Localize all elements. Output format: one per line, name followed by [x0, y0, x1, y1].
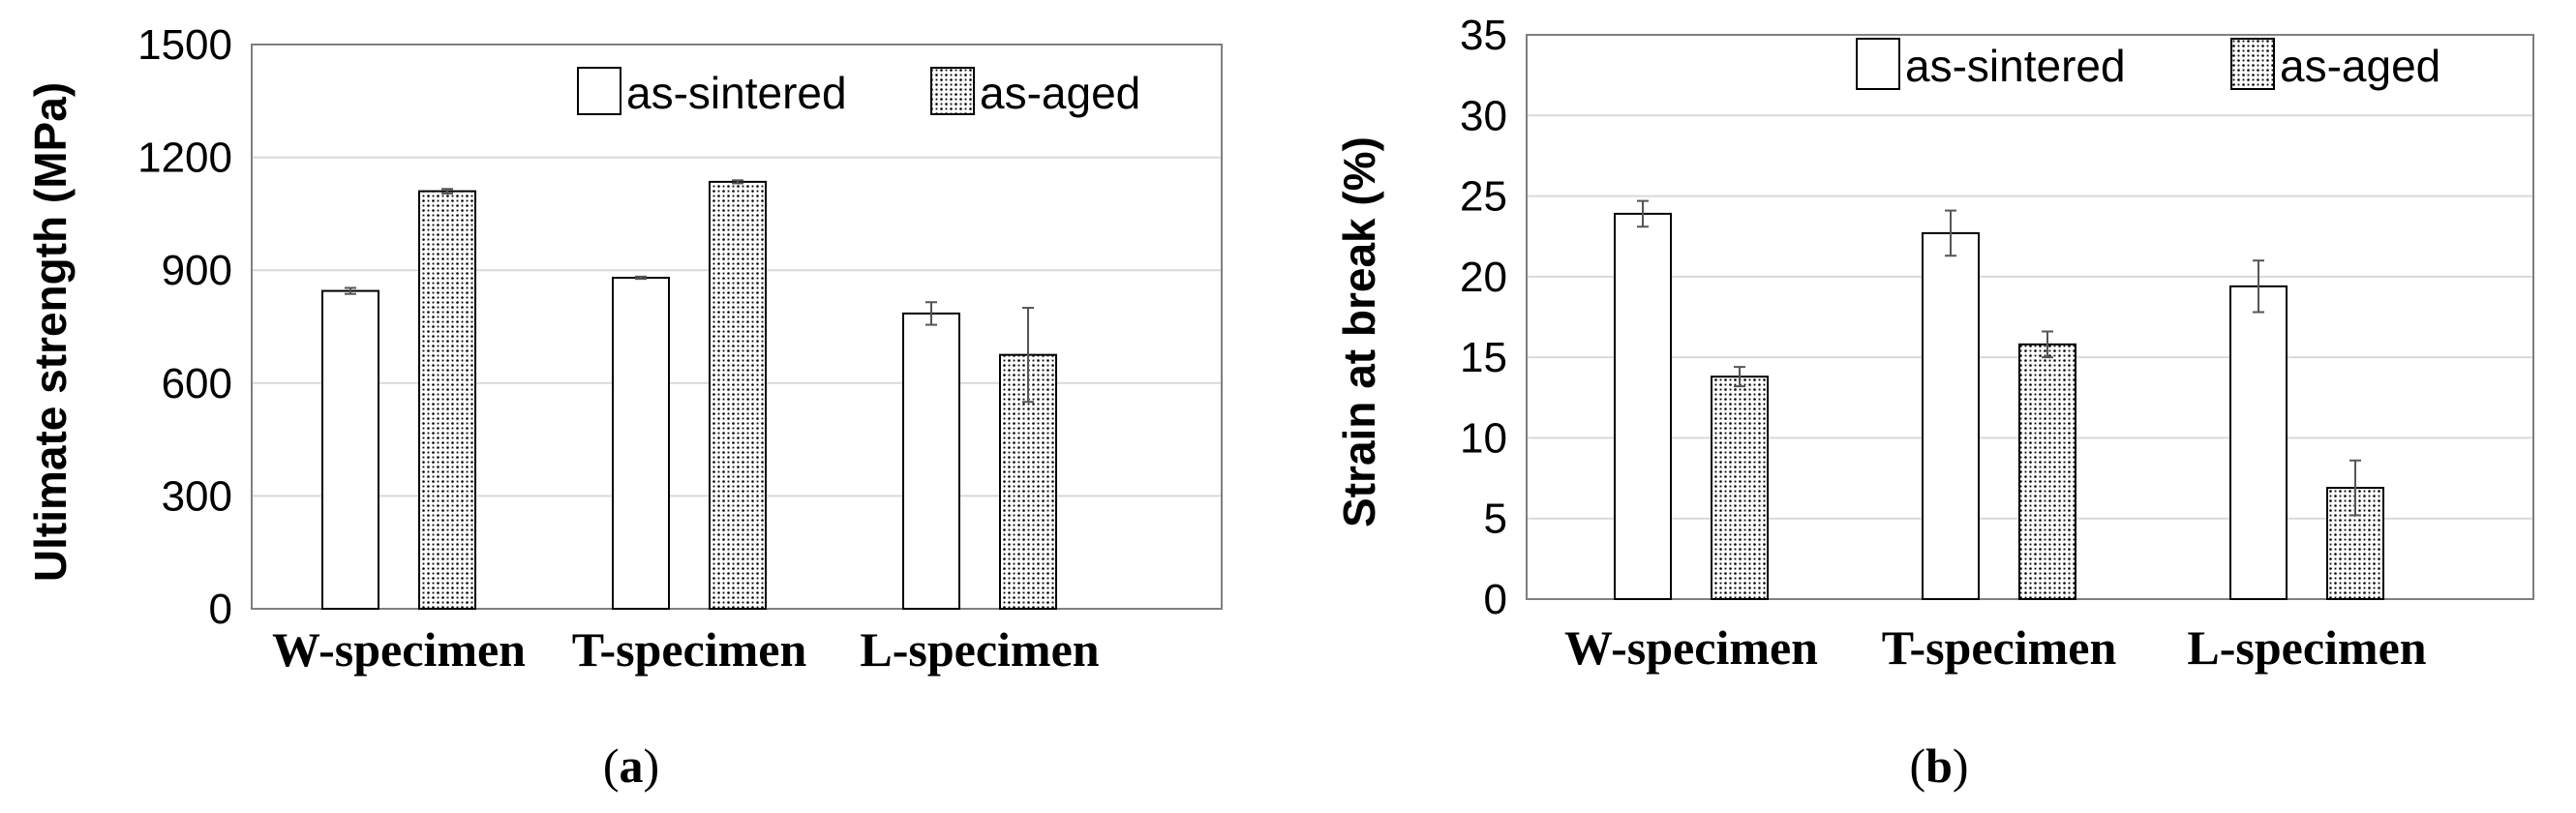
legend-item-as-aged: as-aged — [2230, 38, 2440, 91]
error-bar-as-sintered-w-specimen — [345, 286, 356, 295]
legend: as-sintered as-aged — [577, 67, 1140, 118]
bar-as-sintered-t-specimen — [1922, 231, 1980, 601]
y-tick-label: 300 — [162, 472, 232, 520]
y-tick-label: 5 — [1484, 496, 1507, 543]
legend-label-as-aged: as-aged — [2280, 41, 2440, 91]
y-tick-label: 0 — [209, 586, 232, 633]
y-tick-label: 600 — [162, 360, 232, 407]
legend-swatch-as-sintered — [1856, 38, 1900, 90]
category-label-t-specimen: T-specimen — [572, 622, 807, 677]
bar-as-sintered-l-specimen — [2229, 285, 2288, 600]
y-tick-label: 15 — [1460, 334, 1507, 381]
y-tick-labels: 0 5 10 15 20 25 30 35 — [1460, 12, 1507, 623]
y-tick-labels: 0 300 600 900 1200 1500 — [137, 21, 232, 633]
y-tick-label: 25 — [1460, 173, 1507, 221]
bars — [321, 179, 1057, 611]
legend-item-as-aged: as-aged — [930, 67, 1140, 118]
legend-swatch-as-aged — [930, 67, 975, 115]
y-tick-label: 10 — [1460, 414, 1507, 462]
category-label-w-specimen: W-specimen — [1564, 620, 1818, 675]
legend-label-as-sintered: as-sintered — [1905, 41, 2126, 91]
y-axis-label: Ultimate strength (MPa) — [25, 82, 76, 582]
category-labels: W-specimen T-specimen L-specimen — [272, 622, 1100, 677]
legend: as-sintered as-aged — [1856, 38, 2440, 91]
legend-label-as-aged: as-aged — [980, 68, 1140, 118]
bar-as-aged-w-specimen — [1711, 376, 1769, 601]
legend-swatch-as-aged — [2230, 38, 2275, 90]
bar-as-sintered-l-specimen — [902, 312, 960, 610]
error-bar-as-sintered-t-specimen — [635, 275, 647, 281]
chart-strain-at-break: 0 5 10 15 20 25 30 35 W-specimen T-specimen L-spe… — [1334, 12, 2534, 793]
legend-swatch-as-sintered — [577, 67, 621, 115]
error-bar-as-aged-t-specimen — [2042, 330, 2053, 359]
error-bar-as-aged-w-specimen — [441, 188, 453, 195]
legend-label-as-sintered: as-sintered — [626, 68, 847, 118]
y-tick-label: 0 — [1484, 576, 1507, 623]
panel-letter: b — [1925, 738, 1953, 793]
bar-as-aged-t-specimen — [2018, 343, 2076, 600]
category-label-w-specimen: W-specimen — [272, 622, 526, 677]
y-tick-label: 30 — [1460, 92, 1507, 139]
y-tick-label: 1200 — [137, 135, 232, 182]
error-bar-as-aged-l-specimen — [2349, 459, 2361, 517]
error-bar-as-sintered-w-specimen — [1637, 199, 1649, 228]
bar-as-sintered-t-specimen — [612, 276, 670, 610]
bars — [1614, 199, 2384, 601]
legend-item-as-sintered: as-sintered — [1856, 38, 2126, 91]
error-bar-as-sintered-l-specimen — [925, 301, 937, 326]
y-tick-label: 1500 — [137, 21, 232, 69]
error-bar-as-aged-l-specimen — [1022, 307, 1034, 404]
error-bar-as-sintered-l-specimen — [2253, 259, 2264, 314]
chart-ultimate-strength: 0 300 600 900 1200 1500 W-specimen T-specimen L… — [25, 21, 1223, 793]
y-tick-label: 35 — [1460, 12, 1507, 59]
error-bar-as-aged-t-specimen — [732, 179, 743, 185]
panel-label: (a) — [603, 738, 659, 793]
y-axis-label: Strain at break (%) — [1334, 136, 1384, 527]
bar-as-aged-w-specimen — [418, 190, 476, 611]
panel-letter: a — [620, 738, 644, 793]
category-label-l-specimen: L-specimen — [860, 622, 1099, 677]
y-tick-label: 20 — [1460, 254, 1507, 301]
panel-label: (b) — [1909, 738, 1968, 793]
category-labels: W-specimen T-specimen L-specimen — [1564, 620, 2427, 675]
category-label-t-specimen: T-specimen — [1882, 620, 2117, 675]
bar-as-sintered-w-specimen — [321, 289, 379, 610]
legend-item-as-sintered: as-sintered — [577, 67, 847, 118]
y-tick-label: 900 — [162, 247, 232, 294]
bar-as-sintered-w-specimen — [1614, 212, 1672, 600]
bar-as-aged-t-specimen — [709, 180, 767, 610]
error-bar-as-sintered-t-specimen — [1945, 209, 1956, 257]
category-label-l-specimen: L-specimen — [2187, 620, 2426, 675]
error-bar-as-aged-w-specimen — [1734, 366, 1745, 388]
